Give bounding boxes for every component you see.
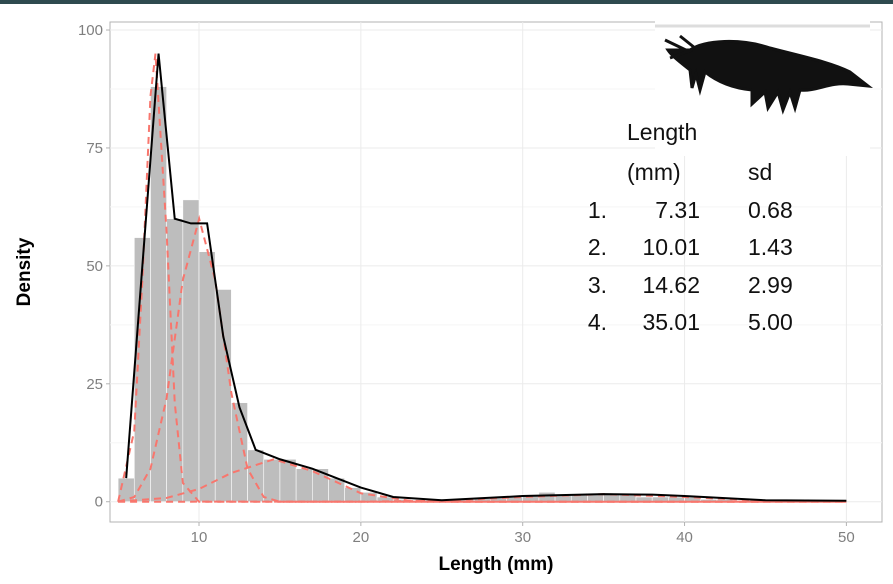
table-cell: 2.99 [748, 272, 793, 298]
component-curve [117, 53, 847, 503]
x-tick-label: 10 [191, 529, 208, 546]
fit-line [125, 53, 847, 502]
table-cell: 0.68 [748, 197, 793, 223]
table-cell: 14.62 [642, 272, 700, 298]
x-tick-label: 20 [353, 529, 370, 546]
bar [214, 289, 232, 503]
y-tick-label: 75 [86, 140, 103, 157]
table-cell: 4. [588, 309, 607, 335]
bar [231, 402, 248, 503]
table-cell: 2. [588, 234, 607, 260]
table-cell: 35.01 [642, 309, 700, 335]
bar [150, 86, 167, 503]
table-cell: 7.31 [655, 197, 700, 223]
y-axis-title: Density [14, 237, 35, 306]
table-cell: 5.00 [748, 309, 793, 335]
y-tick-label: 25 [86, 376, 103, 393]
bar [603, 494, 621, 503]
table-header: (mm) [627, 159, 681, 185]
table-cell: 1. [588, 197, 607, 223]
y-tick-label: 0 [95, 494, 103, 511]
y-tick-label: 100 [78, 22, 103, 39]
bar [198, 251, 216, 503]
table-header: sd [748, 159, 772, 185]
bar [182, 199, 200, 503]
component-curve [117, 214, 847, 503]
table-cell: 10.01 [642, 234, 700, 260]
table-cell: 3. [588, 272, 607, 298]
table-cell: 1.43 [748, 234, 793, 260]
annotation-table: Length (mm) sd 1. 7.31 0.68 2. 10.01 1.43 3. 14.62… [588, 119, 793, 335]
y-tick-label: 50 [86, 258, 103, 275]
bar [587, 494, 604, 503]
bar [263, 458, 281, 503]
x-axis-title: Length (mm) [438, 554, 553, 575]
top-strip [0, 0, 893, 4]
x-tick-label: 40 [676, 529, 693, 546]
table-header: Length [627, 119, 697, 145]
bar [295, 468, 313, 503]
x-tick-label: 50 [838, 529, 855, 546]
x-tick-label: 30 [514, 529, 531, 546]
animal-image [655, 6, 874, 156]
bar [344, 487, 362, 503]
